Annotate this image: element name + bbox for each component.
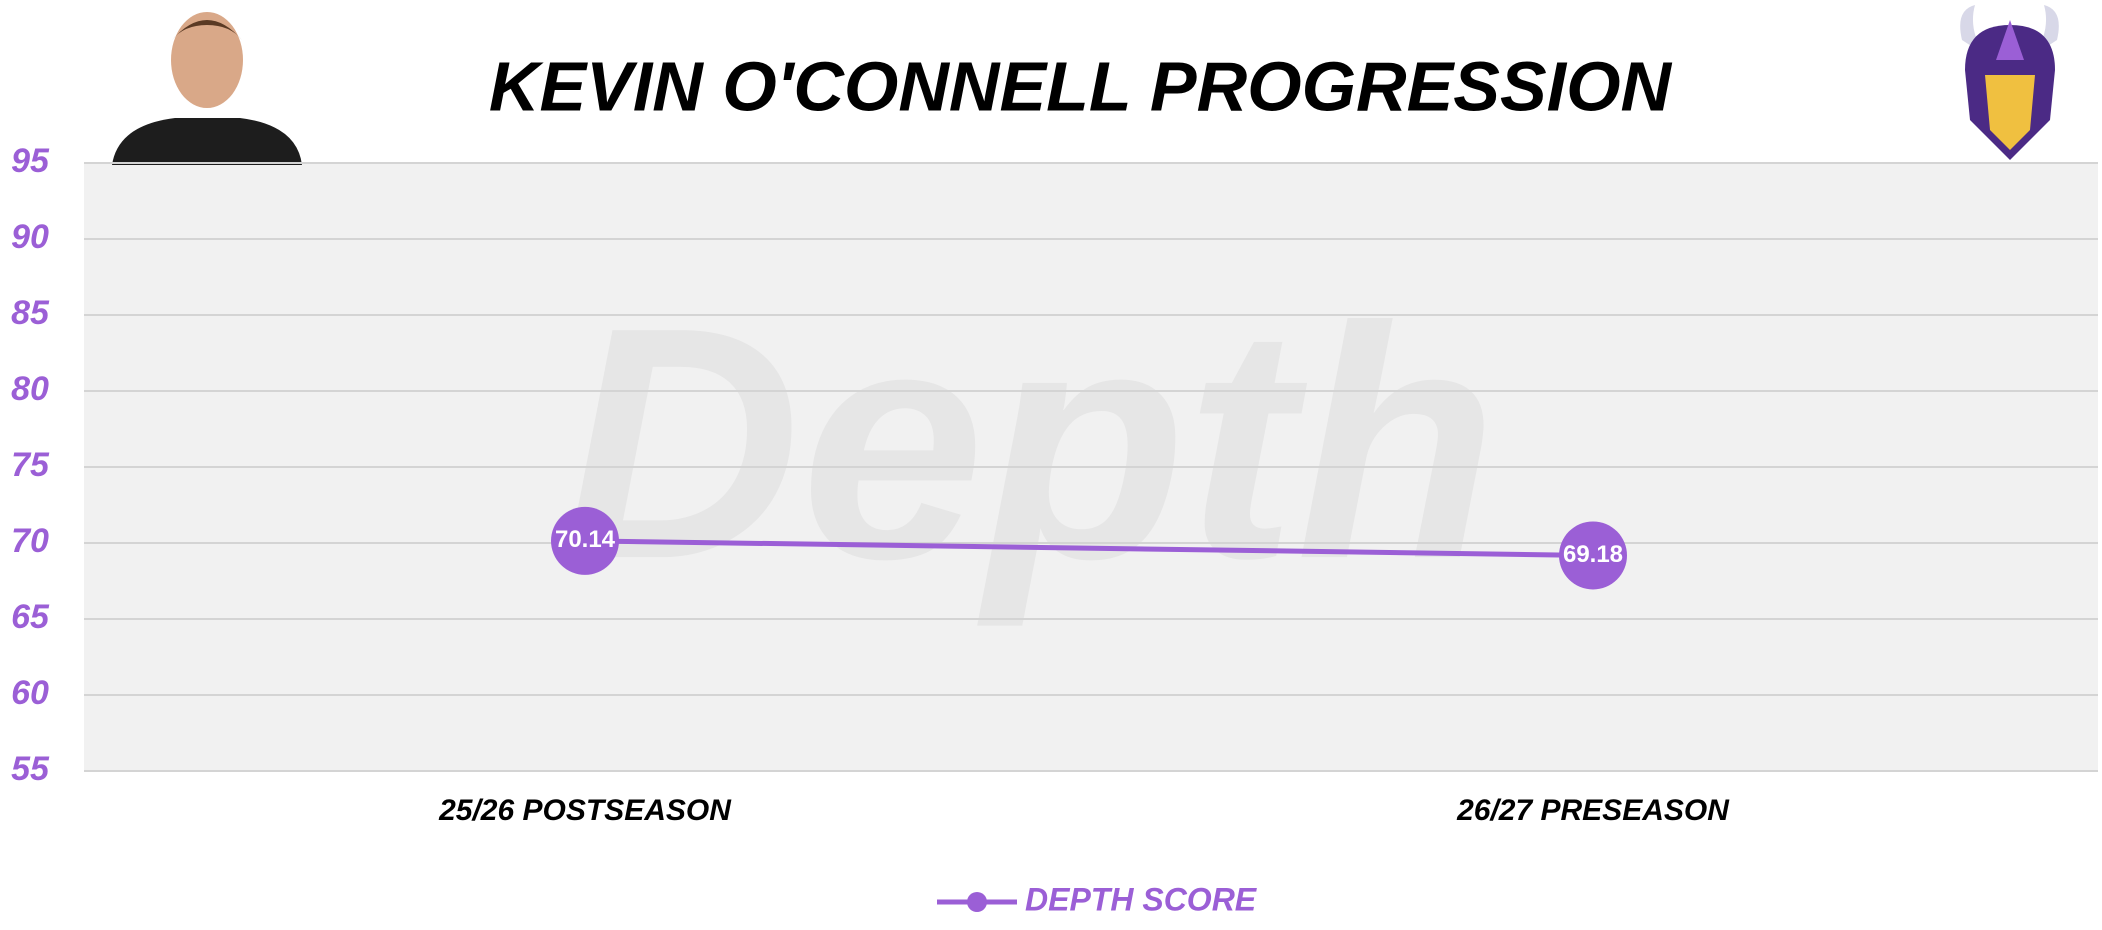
y-tick-label: 55 — [11, 750, 50, 788]
value-label: 69.18 — [1563, 541, 1623, 568]
y-tick-label: 60 — [11, 674, 49, 712]
chart-title: KEVIN O'CONNELL PROGRESSION — [489, 47, 1673, 125]
watermark: Depth — [563, 258, 1498, 629]
series-line — [584, 538, 1594, 558]
x-tick-label: 26/27 PRESEASON — [1456, 794, 1730, 827]
y-tick-label: 95 — [11, 142, 50, 180]
y-tick-label: 75 — [11, 446, 50, 484]
y-tick-label: 85 — [11, 294, 50, 332]
y-tick-label: 70 — [11, 522, 49, 560]
y-tick-label: 90 — [11, 218, 49, 256]
coach-photo — [112, 12, 302, 165]
point-marker — [1559, 521, 1627, 590]
team-logo — [1960, 5, 2059, 160]
y-tick-label: 65 — [11, 598, 50, 636]
y-tick-label: 80 — [11, 370, 49, 408]
legend-label: DEPTH SCORE — [1025, 881, 1258, 917]
legend-marker — [967, 892, 987, 912]
point-marker — [551, 506, 619, 575]
x-tick-label: 25/26 POSTSEASON — [438, 794, 732, 827]
value-label: 70.14 — [555, 526, 616, 553]
